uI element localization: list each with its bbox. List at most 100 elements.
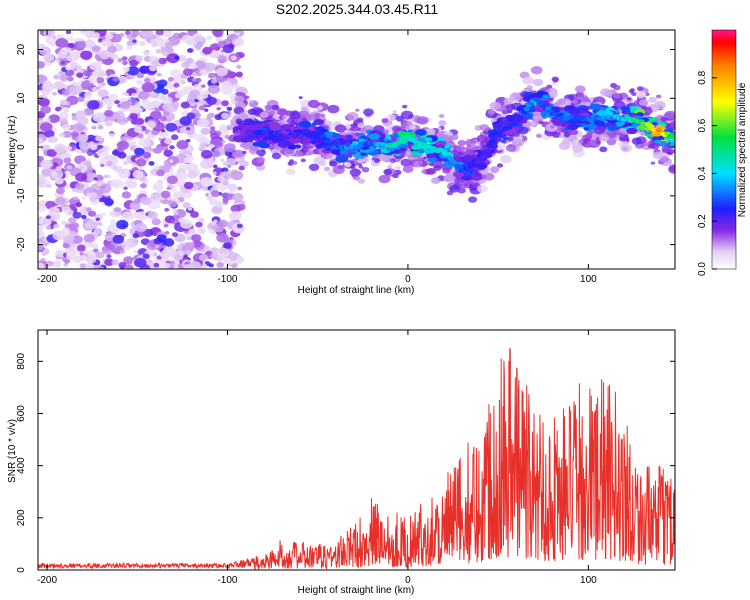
noise-cell: [112, 166, 118, 171]
noise-cell: [133, 250, 138, 254]
halo-cell: [337, 165, 344, 170]
ridge-core-cell: [670, 134, 675, 139]
spectrogram-xtick-label: -200: [37, 274, 57, 285]
halo-cell: [281, 115, 288, 120]
noise-cell: [155, 48, 162, 54]
spectrogram-ytick-label: 10: [16, 92, 27, 104]
noise-cell: [180, 101, 190, 109]
halo-cell: [470, 143, 477, 148]
halo-cell: [302, 117, 307, 121]
noise-cell: [48, 206, 60, 216]
noise-cell: [199, 69, 206, 75]
noise-cell: [75, 202, 82, 208]
ridge-cell: [654, 139, 661, 144]
halo-cell: [308, 163, 320, 171]
noise-cell: [159, 130, 169, 138]
noise-cell: [104, 120, 113, 127]
halo-cell: [383, 168, 393, 176]
noise-cell: [221, 112, 230, 120]
snr-xtick-label: -100: [217, 575, 237, 586]
noise-cell: [208, 84, 220, 95]
ridge-cell: [339, 149, 349, 155]
noise-cell: [125, 264, 134, 269]
halo-cell: [476, 184, 488, 193]
halo-cell: [238, 165, 245, 171]
halo-cell: [438, 114, 445, 118]
ridge-cell: [335, 155, 349, 163]
noise-cell: [112, 183, 120, 189]
noise-cell: [122, 181, 127, 185]
halo-cell: [626, 97, 632, 101]
ridge-cell: [461, 174, 473, 181]
noise-cell: [184, 249, 192, 256]
chart-title: S202.2025.344.03.45.R11: [276, 1, 439, 17]
noise-cell: [87, 100, 100, 110]
colorbar-gradient: [712, 30, 736, 269]
ridge-cell: [360, 152, 367, 156]
noise-cell: [38, 174, 46, 182]
noise-cell: [174, 93, 182, 99]
ridge-cell: [334, 138, 341, 143]
halo-cell: [343, 161, 349, 166]
ridge-cell: [294, 144, 302, 149]
snr-panel: -200 -100 0 100 0 200 400 600 800 Height of str…: [7, 329, 676, 596]
noise-cell: [180, 219, 193, 229]
ridge-core-cell: [480, 155, 487, 160]
halo-cell: [482, 175, 488, 179]
ridge-cell: [523, 96, 531, 101]
ridge-cell: [415, 129, 427, 136]
ridge-cell: [530, 92, 541, 99]
noise-cell: [181, 61, 190, 69]
noise-cell: [213, 219, 218, 223]
noise-cell: [106, 160, 113, 167]
noise-cell: [80, 50, 93, 60]
halo-cell: [452, 175, 464, 184]
noise-cell: [218, 55, 228, 63]
noise-cell: [64, 145, 73, 152]
noise-cell: [226, 106, 233, 111]
noise-cell: [79, 252, 84, 256]
halo-cell: [574, 85, 586, 93]
noise-cell: [106, 243, 115, 251]
halo-cell: [648, 96, 657, 103]
noise-cell: [211, 78, 218, 84]
halo-cell: [640, 132, 645, 136]
noise-cell: [229, 211, 242, 221]
halo-cell: [551, 81, 557, 86]
ridge-cell: [331, 148, 342, 155]
ridge-cell: [393, 149, 401, 154]
noise-cell: [106, 179, 115, 186]
noise-cell: [64, 259, 70, 264]
noise-cell: [86, 192, 93, 198]
noise-cell: [96, 86, 101, 90]
noise-cell: [144, 77, 151, 83]
noise-cell: [71, 113, 77, 117]
noise-cell: [215, 76, 220, 81]
noise-cell: [232, 192, 244, 202]
noise-cell: [173, 82, 180, 88]
noise-cell: [97, 125, 104, 130]
noise-cell: [91, 71, 101, 78]
noise-cell: [237, 186, 243, 191]
halo-cell: [533, 78, 544, 86]
noise-cell: [125, 30, 131, 35]
noise-cell: [61, 123, 72, 131]
noise-cell: [132, 170, 144, 179]
noise-cell: [91, 45, 101, 52]
halo-cell: [664, 110, 675, 120]
noise-cell: [152, 182, 164, 192]
noise-cell: [160, 46, 166, 51]
halo-cell: [472, 149, 478, 153]
noise-cell: [100, 163, 105, 168]
halo-cell: [241, 142, 246, 146]
ridge-cell: [309, 139, 318, 145]
noise-cell: [53, 74, 60, 80]
halo-cell: [320, 113, 326, 118]
noise-cell: [194, 112, 202, 118]
noise-cell: [121, 240, 134, 250]
noise-cell: [106, 105, 112, 110]
noise-cell: [132, 211, 142, 219]
noise-cell: [212, 30, 223, 37]
spectrogram-ytick-label: -20: [16, 237, 27, 252]
